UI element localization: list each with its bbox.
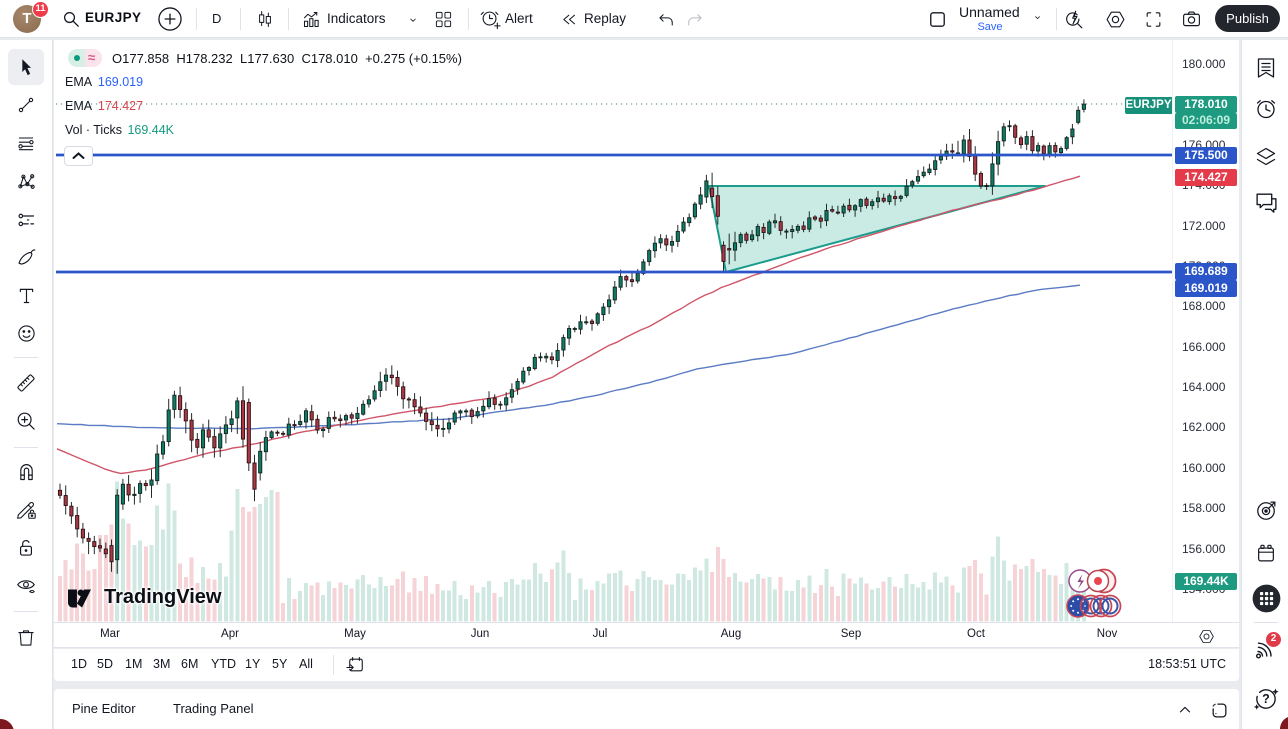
svg-text:?: ?: [1262, 692, 1270, 706]
